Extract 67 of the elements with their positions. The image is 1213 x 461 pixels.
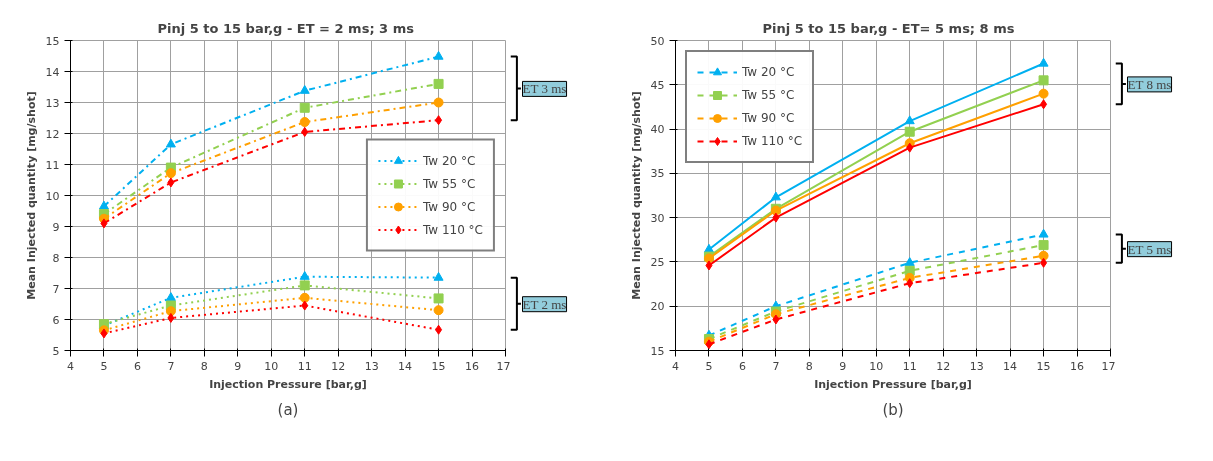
y-tick-label: 13 bbox=[45, 96, 60, 110]
y-tick-label: 40 bbox=[650, 123, 665, 137]
x-tick-label: 15 bbox=[431, 359, 446, 373]
y-tick-label: 10 bbox=[45, 189, 60, 203]
y-axis-title: Mean Injected quantity [mg/shot] bbox=[629, 91, 643, 300]
x-tick-label: 15 bbox=[1036, 359, 1051, 373]
x-tick-label: 12 bbox=[936, 359, 951, 373]
text: ET 2 ms bbox=[522, 296, 567, 312]
y-tick-label: 50 bbox=[650, 34, 665, 48]
y-tick-label: 30 bbox=[650, 211, 665, 225]
chart-title: Pinj 5 to 15 bar,g - ET= 5 ms; 8 ms bbox=[762, 20, 1015, 36]
legend-label: Tw 55 °C bbox=[742, 88, 795, 102]
x-tick-label: 6 bbox=[133, 359, 141, 373]
y-tick-label: 6 bbox=[52, 313, 60, 327]
x-tick-label: 4 bbox=[67, 359, 74, 373]
x-tick-label: 4 bbox=[672, 359, 679, 373]
x-axis-title: Injection Pressure [bar,g] bbox=[209, 377, 367, 391]
y-tick-label: 15 bbox=[650, 344, 665, 358]
x-axis-title: Injection Pressure [bar,g] bbox=[814, 377, 972, 391]
text: ET 8 ms bbox=[1127, 76, 1172, 92]
x-tick-label: 6 bbox=[738, 359, 746, 373]
y-tick-label: 14 bbox=[45, 65, 60, 79]
x-tick-label: 8 bbox=[805, 359, 813, 373]
x-tick-label: 14 bbox=[1003, 359, 1018, 373]
x-tick-label: 7 bbox=[772, 359, 780, 373]
x-tick-label: 10 bbox=[264, 359, 279, 373]
y-tick-label: 8 bbox=[52, 251, 60, 265]
text: ET 3 ms bbox=[522, 81, 567, 97]
x-tick-label: 16 bbox=[1070, 359, 1085, 373]
text: (a) bbox=[277, 400, 299, 419]
legend-label: Tw 110 °C bbox=[742, 134, 803, 148]
x-tick-label: 16 bbox=[465, 359, 480, 373]
chart-title: Pinj 5 to 15 bar,g - ET = 2 ms; 3 ms bbox=[157, 20, 415, 36]
legend-label: Tw 90 °C bbox=[742, 111, 795, 125]
legend-label: Tw 55 °C bbox=[422, 176, 476, 191]
legend-label: Tw 20 °C bbox=[422, 153, 476, 168]
legend-label: Tw 90 °C bbox=[422, 199, 476, 214]
x-tick-label: 5 bbox=[100, 359, 108, 373]
y-tick-label: 7 bbox=[52, 282, 60, 296]
y-tick-label: 11 bbox=[45, 158, 60, 172]
y-tick-label: 25 bbox=[650, 255, 665, 269]
x-tick-label: 11 bbox=[297, 359, 312, 373]
x-tick-label: 9 bbox=[234, 359, 242, 373]
x-tick-label: 13 bbox=[969, 359, 984, 373]
y-tick-label: 15 bbox=[45, 34, 60, 48]
y-tick-label: 45 bbox=[650, 78, 665, 92]
x-tick-label: 8 bbox=[200, 359, 208, 373]
y-axis-title: Mean Injected quantity [mg/shot] bbox=[24, 91, 38, 300]
x-tick-label: 9 bbox=[839, 359, 847, 373]
legend-label: Tw 110 °C bbox=[422, 222, 483, 237]
y-tick-label: 35 bbox=[650, 167, 665, 181]
y-tick-label: 5 bbox=[52, 344, 60, 358]
text: (b) bbox=[882, 400, 904, 419]
x-tick-label: 7 bbox=[167, 359, 175, 373]
y-tick-label: 12 bbox=[45, 127, 60, 141]
y-tick-label: 20 bbox=[650, 300, 665, 314]
x-tick-label: 12 bbox=[331, 359, 346, 373]
x-tick-label: 10 bbox=[869, 359, 884, 373]
x-tick-label: 17 bbox=[1101, 359, 1116, 373]
x-tick-label: 5 bbox=[705, 359, 713, 373]
y-tick-label: 9 bbox=[52, 220, 60, 234]
x-tick-label: 14 bbox=[398, 359, 413, 373]
x-tick-label: 13 bbox=[364, 359, 379, 373]
text: ET 5 ms bbox=[1127, 241, 1172, 257]
x-tick-label: 11 bbox=[902, 359, 917, 373]
legend-label: Tw 20 °C bbox=[742, 65, 795, 79]
x-tick-label: 17 bbox=[496, 359, 511, 373]
